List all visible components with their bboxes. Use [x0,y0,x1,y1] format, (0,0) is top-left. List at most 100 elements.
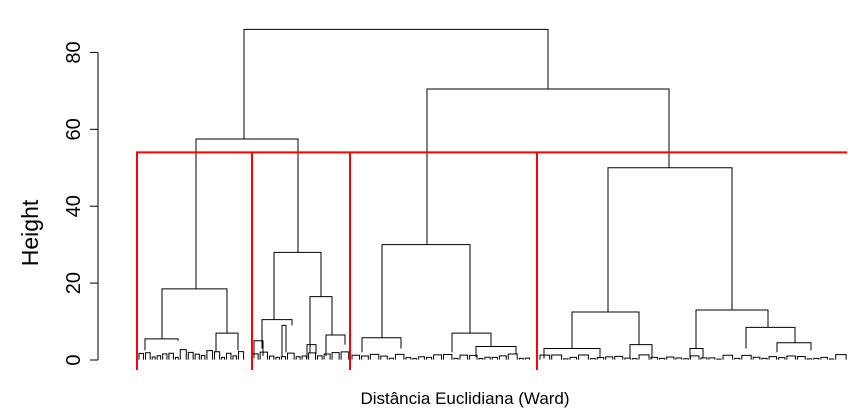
merge-8 [309,296,333,353]
merge-106 [796,355,806,360]
merge-69 [469,354,478,360]
merge-14 [629,344,653,359]
merge-54 [340,351,350,360]
merge-29 [162,353,168,360]
merge-71 [484,356,491,360]
y-tick-label-80: 80 [63,41,85,63]
merge-41 [237,351,245,360]
merge-21 [253,340,264,359]
merge-100 [741,354,752,360]
merge-92 [675,357,683,360]
y-axis: 0 20 40 60 80 [63,41,99,366]
y-tick-label-20: 20 [63,272,85,294]
merge-37 [214,351,221,360]
merge-60 [394,353,405,360]
merge-99 [734,357,741,360]
merge-28 [156,355,162,360]
merge-73 [498,355,507,360]
merge-4 [607,167,733,312]
merge-75 [518,357,524,360]
x-axis-label: Distância Euclidiana (Ward) [360,389,569,408]
merge-108 [813,357,820,360]
merge-111 [835,354,847,360]
merge-53 [331,352,340,360]
merge-22 [306,344,317,359]
merge-3 [381,244,471,338]
merge-10 [695,309,769,349]
merge-root [243,28,549,139]
merge-52 [323,353,331,360]
merge-85 [614,355,624,360]
cut-line [136,151,847,370]
merge-77 [539,354,551,360]
y-axis-label: Height [17,199,43,266]
y-tick-label-40: 40 [63,195,85,217]
merge-84 [605,356,614,360]
merge-35 [200,354,206,360]
merge-94 [689,355,700,360]
merge-27 [151,356,156,360]
merge-55 [351,354,361,360]
merge-15 [689,347,704,359]
merge-31 [174,356,179,360]
merge-86 [624,357,631,360]
merge-46 [280,356,286,360]
merge-96 [708,357,716,360]
merge-45 [275,356,280,360]
merge-6 [273,251,322,320]
merge-34 [194,353,200,360]
merge-38 [221,356,225,360]
merge-63 [418,356,425,360]
merge-7 [261,319,293,349]
merge-40 [232,355,237,360]
merge-95 [700,357,708,360]
merge-13 [543,347,601,359]
merge-83 [596,357,605,360]
merge-58 [380,355,388,360]
merge-50 [308,352,316,360]
merge-79 [563,358,569,360]
merge-82 [589,358,596,360]
merge-72 [491,356,498,360]
merge-101 [752,356,761,360]
merge-30 [168,352,174,360]
merge-19 [144,338,179,351]
merge-16 [361,337,402,353]
merge-51 [316,355,323,360]
merge-104 [778,357,786,360]
merge-66 [443,353,453,360]
merge-103 [768,356,778,360]
merge-36 [206,350,214,360]
merge-24 [281,324,287,357]
merge-26 [144,352,151,360]
merge-39 [225,352,232,360]
merge-48 [295,356,301,360]
merge-47 [286,352,295,360]
merge-57 [369,353,380,360]
merge-78 [551,354,563,360]
merge-5 [161,288,228,339]
merge-23 [325,334,346,357]
merge-11 [745,326,796,349]
merge-49 [301,355,308,360]
dendrogram-tree [138,28,847,360]
merge-87 [631,358,638,360]
merge-98 [722,354,734,360]
merge-12 [776,342,812,353]
merge-9 [571,311,640,349]
merge-17 [451,332,492,353]
merge-65 [433,354,443,360]
y-tick-label-0: 0 [63,354,85,365]
merge-44 [268,355,275,360]
merge-97 [716,358,722,360]
merge-107 [806,358,813,360]
merge-1 [195,138,299,289]
y-tick-label-60: 60 [63,118,85,140]
merge-64 [425,356,433,360]
merge-61 [405,357,412,360]
merge-32 [179,349,187,360]
merge-59 [388,357,394,360]
cluster-rectangles [136,151,847,370]
merge-2 [426,88,670,245]
